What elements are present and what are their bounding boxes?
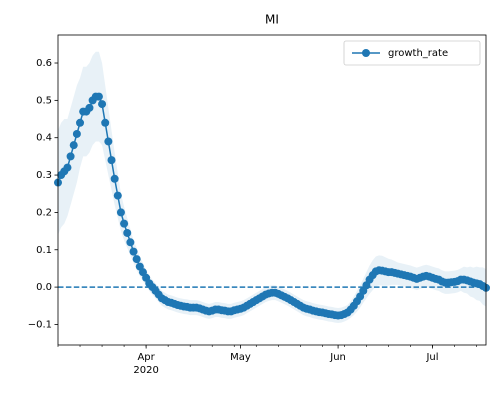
data-point bbox=[85, 103, 94, 112]
y-tick-label: 0.6 bbox=[36, 58, 52, 69]
data-point bbox=[123, 228, 132, 237]
y-tick-label: 0.0 bbox=[36, 282, 52, 293]
data-point bbox=[107, 156, 116, 165]
legend-box bbox=[343, 40, 481, 66]
y-tick-label: 0.1 bbox=[36, 245, 52, 256]
x-year-label: 2020 bbox=[133, 365, 158, 376]
data-point bbox=[104, 137, 113, 146]
x-tick-label: Apr bbox=[137, 352, 155, 363]
x-tick-label: Jul bbox=[425, 352, 438, 363]
data-point bbox=[94, 92, 103, 101]
data-point bbox=[66, 152, 75, 161]
data-point bbox=[72, 129, 81, 138]
plot-frame bbox=[57, 34, 487, 346]
data-point bbox=[63, 163, 72, 172]
y-tick-label: 0.5 bbox=[36, 95, 52, 106]
data-point bbox=[120, 219, 129, 228]
data-point bbox=[113, 191, 122, 200]
y-tick-label: 0.4 bbox=[36, 133, 52, 144]
x-tick-label: May bbox=[230, 352, 251, 363]
data-point bbox=[126, 238, 135, 247]
chart-title: MI bbox=[265, 13, 279, 27]
data-point bbox=[98, 100, 107, 109]
confidence-band bbox=[58, 51, 486, 323]
legend-label: growth_rate bbox=[388, 48, 448, 59]
y-tick-label: 0.2 bbox=[36, 207, 52, 218]
y-tick-label: 0.3 bbox=[36, 170, 52, 181]
data-point bbox=[116, 208, 125, 217]
data-point bbox=[76, 118, 85, 127]
data-point bbox=[132, 255, 141, 264]
data-point bbox=[129, 247, 138, 256]
legend-marker bbox=[362, 49, 370, 57]
y-tick-label: −0.1 bbox=[28, 319, 52, 330]
x-tick-label: Jun bbox=[329, 352, 346, 363]
data-point bbox=[101, 118, 110, 127]
data-point bbox=[69, 141, 78, 150]
data-point bbox=[110, 174, 119, 183]
